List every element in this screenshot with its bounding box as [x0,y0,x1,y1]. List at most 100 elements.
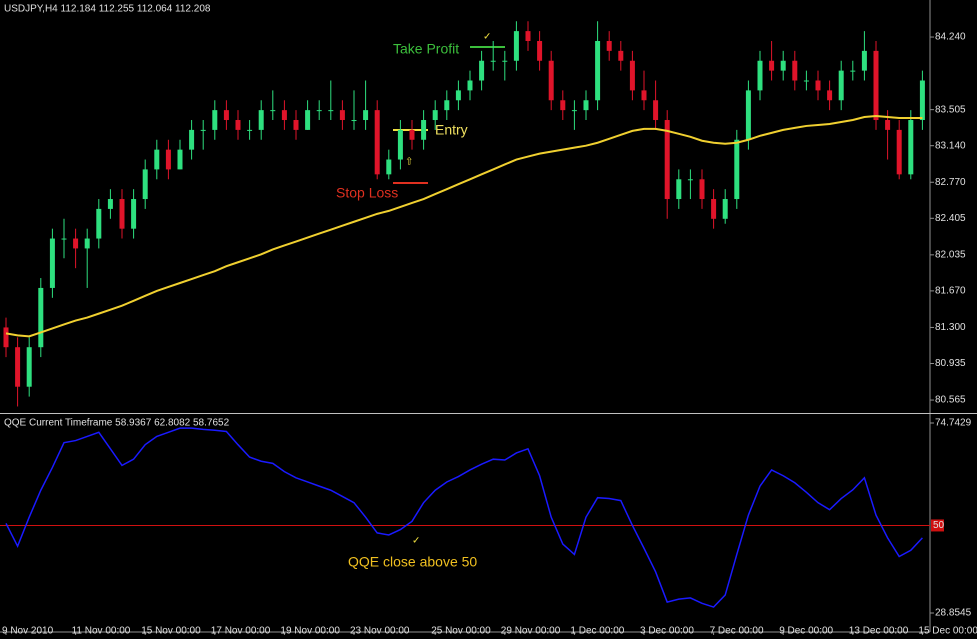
candle-body [374,110,380,175]
candle-body [107,199,113,209]
y-tick-label: 83.140 [935,140,966,151]
x-tick-label: 23 Nov 00:00 [350,626,410,637]
candle-body [49,238,55,288]
candle-body [3,327,9,348]
x-tick-label: 15 Nov 00:00 [141,626,201,637]
plot: 84.240 83.505 83.140 82.770 82.405 82.035 81.6… [0,21,977,637]
candle-body [525,31,531,41]
annotation: ✓ [483,32,491,43]
x-tick-label: 9 Nov 2010 [2,626,54,637]
candle-body [606,40,612,51]
candle-body [421,120,427,140]
candle-body [861,50,867,71]
candle-body [850,70,856,72]
candle-body [200,129,206,131]
candle-body [154,149,160,170]
candle-body [444,100,450,111]
candle-body [490,60,496,62]
annotation: QQE close above 50 [348,554,477,570]
candle-body [84,238,90,249]
candle-body [687,179,693,181]
candle-body [548,60,554,101]
candle-body [363,110,369,121]
x-tick-label: 15 Dec 00:00 [918,626,977,637]
x-tick-label: 17 Nov 00:00 [211,626,271,637]
candle-body [223,110,229,121]
candle-body [653,100,659,121]
candle-body [502,60,508,62]
candle-body [757,60,763,91]
chart-title: USDJPY,H4 112.184 112.255 112.064 112.20… [4,4,211,15]
y-tick-label: 74.7429 [935,418,972,429]
candle-body [281,110,287,121]
candle-body [212,110,218,130]
candle-body [792,60,798,81]
candle-body [38,287,44,348]
qqe-line [5,427,923,608]
reference-label: 50 [933,520,945,531]
candle-body [745,90,751,140]
moving-average [5,115,923,338]
candle-body [699,179,705,200]
x-tick-label: 13 Dec 00:00 [849,626,909,637]
y-tick-label: 83.505 [935,104,966,115]
candle-body [142,169,148,200]
candle-body [386,159,392,175]
candle-body [711,199,717,219]
candle-body [734,139,740,200]
candle-body [409,129,415,140]
candle-body [189,129,195,150]
candle-body [235,120,241,130]
annotation: Entry [435,122,468,138]
candle-body [676,179,682,200]
candle-body [351,120,357,122]
candle-body [664,120,670,200]
candle-body [467,80,473,91]
x-tick-label: 29 Nov 00:00 [501,626,561,637]
indicator-title: QQE Current Timeframe 58.9367 62.8082 58… [4,418,230,429]
candle-body [293,120,299,130]
candle-body [571,110,577,112]
x-tick-label: 7 Dec 00:00 [710,626,764,637]
candle-body [316,110,322,112]
candle-body [618,50,624,61]
y-tick-label: 28.8545 [935,608,972,619]
x-tick-label: 1 Dec 00:00 [570,626,624,637]
candle-body [455,90,461,101]
y-tick-label: 82.035 [935,249,966,260]
candle-body [838,70,844,101]
y-tick-label: 80.935 [935,358,966,369]
candle-body [305,110,311,130]
candle-body [397,129,403,160]
x-tick-label: 19 Nov 00:00 [280,626,340,637]
candle-body [908,120,914,175]
candle-body [560,100,566,111]
candle-body [537,40,543,61]
candle-body [258,110,264,130]
annotation: ✓ [412,536,420,547]
candle-body [595,40,601,101]
candle-body [26,347,32,387]
candle-body [583,100,589,111]
annotation: ⇧ [405,157,413,168]
candle-body [165,149,171,170]
candle-body [885,120,891,130]
candle-body [73,238,79,249]
candle-body [61,238,67,240]
candle-body [432,110,438,121]
y-tick-label: 84.240 [935,32,966,43]
candle-body [328,110,334,112]
y-tick-label: 81.670 [935,286,966,297]
candle-body [769,60,775,71]
candle-body [803,80,809,82]
candle-body [270,110,276,112]
y-tick-label: 82.405 [935,213,966,224]
annotation: Take Profit [393,41,459,57]
candle-body [722,199,728,219]
candle-body [780,60,786,71]
candle-body [827,90,833,101]
candle-body [641,90,647,101]
